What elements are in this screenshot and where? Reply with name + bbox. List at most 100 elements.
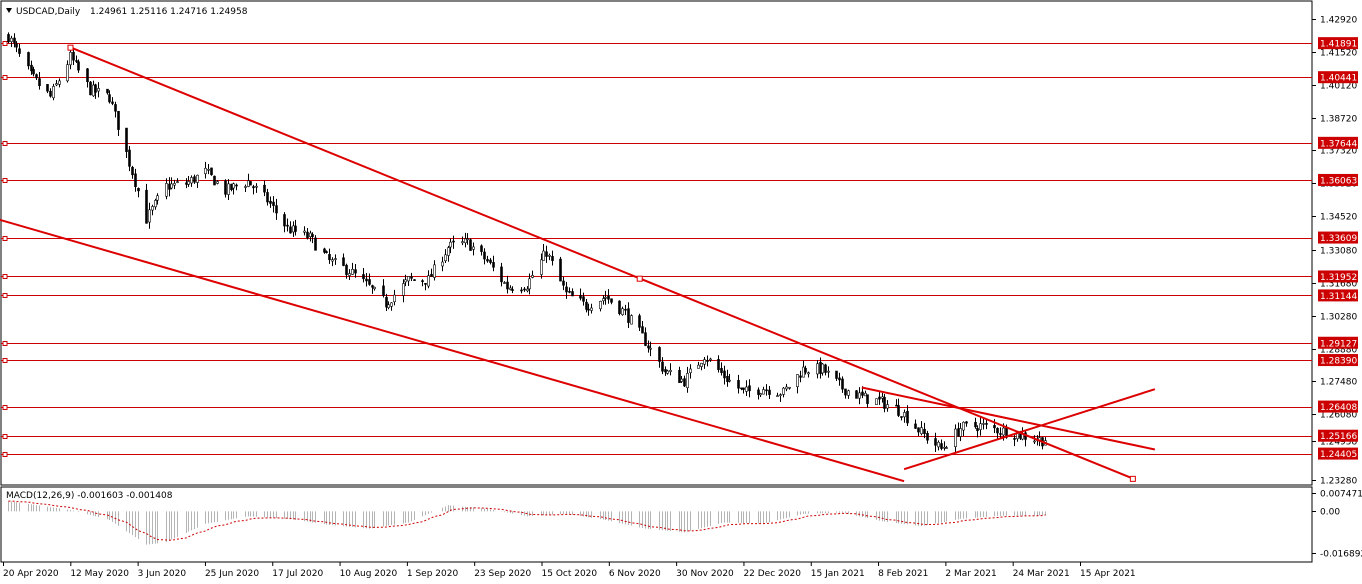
- candle-body: [858, 392, 861, 399]
- trend-handle-1: [636, 275, 643, 282]
- candle-body: [368, 279, 371, 285]
- candle-body: [841, 378, 844, 390]
- candle-body: [235, 184, 238, 187]
- candle-body: [46, 84, 49, 92]
- candle-body: [686, 373, 689, 389]
- price-axis[interactable]: 1.429201.415201.401201.387201.373201.359…: [1312, 16, 1358, 487]
- candle-body: [441, 261, 444, 267]
- candle-body: [230, 183, 233, 190]
- candle-body: [982, 423, 985, 425]
- candle-body: [799, 375, 802, 378]
- level-handle-0: [2, 41, 8, 46]
- candle-body: [433, 264, 436, 278]
- macd-pane[interactable]: MACD(12,26,9) -0.001603 -0.001408: [0, 486, 1313, 563]
- time-tick-label: 6 Nov 2020: [609, 569, 661, 579]
- time-tick-label: 15 Jan 2021: [811, 569, 865, 579]
- candle-body: [402, 283, 405, 296]
- candle-body: [466, 238, 469, 241]
- candle-body: [996, 427, 999, 434]
- macd-signal-line: [8, 500, 1046, 541]
- candle-body: [897, 405, 900, 416]
- level-price-tag: [1318, 136, 1358, 149]
- candle-body: [689, 368, 692, 374]
- level-price-tag: [1318, 354, 1358, 367]
- candle-body: [720, 368, 723, 373]
- time-tick-label: 1 Sep 2020: [407, 569, 459, 579]
- candle-body: [700, 362, 703, 367]
- candle-body: [134, 173, 137, 187]
- candle-body: [58, 80, 61, 85]
- triangle-down-icon[interactable]: [6, 8, 12, 13]
- candle-body: [86, 68, 89, 83]
- level-price-tag: [1318, 336, 1358, 349]
- candle-body: [283, 214, 286, 227]
- candle-body: [878, 396, 881, 400]
- candle-body: [244, 186, 247, 188]
- candle-body: [768, 389, 771, 395]
- candle-body: [503, 282, 506, 284]
- candle-body: [27, 52, 30, 67]
- ohlc-readout: 1.24961 1.25116 1.24716 1.24958: [90, 7, 248, 17]
- candle-body: [824, 364, 827, 373]
- candle-body: [807, 372, 810, 375]
- price-candles: [7, 32, 1047, 453]
- candle-body: [827, 370, 830, 373]
- candle-body: [914, 423, 917, 429]
- candle-body: [213, 175, 216, 186]
- candle-body: [387, 304, 390, 308]
- time-tick-label: 20 Apr 2020: [3, 569, 59, 579]
- candle-body: [331, 259, 334, 262]
- candle-body: [362, 274, 365, 280]
- candle-body: [137, 188, 140, 192]
- level-price-tag: [1318, 429, 1358, 442]
- time-tick-label: 2 Mar 2021: [945, 569, 996, 579]
- macd-axis[interactable]: 0.007471 0.00 -0.016892: [1312, 490, 1362, 560]
- candle-body: [965, 421, 968, 424]
- candle-body: [542, 250, 545, 261]
- candle-body: [779, 394, 782, 396]
- candle-body: [520, 289, 523, 292]
- candle-body: [390, 302, 393, 307]
- time-tick-label: 25 Jun 2020: [205, 569, 259, 579]
- candle-body: [232, 183, 235, 189]
- candle-body: [10, 37, 13, 42]
- candle-body: [723, 370, 726, 379]
- candle-body: [294, 225, 297, 232]
- candle-body: [117, 110, 120, 130]
- candle-body: [883, 397, 886, 409]
- candle-body: [92, 84, 95, 97]
- time-axis[interactable]: 20 Apr 2020 12 May 2020 3 Jun 2020 25 Jun 2…: [3, 562, 1136, 579]
- candle-body: [742, 387, 745, 390]
- candle-body: [354, 269, 357, 274]
- candle-body: [571, 291, 574, 297]
- candle-body: [765, 389, 768, 392]
- candle-body: [528, 278, 531, 290]
- candle-body: [649, 347, 652, 350]
- candle-body: [920, 427, 923, 435]
- macd-pane-border: [0, 486, 1313, 563]
- candle-body: [661, 361, 664, 372]
- candle-body: [568, 291, 571, 293]
- candle-body: [599, 300, 602, 310]
- price-tick-label: 1.38720: [1320, 115, 1357, 125]
- candle-body: [855, 390, 858, 399]
- candle-body: [697, 364, 700, 369]
- candle-body: [782, 387, 785, 395]
- candle-body: [447, 247, 450, 256]
- candle-body: [449, 241, 452, 248]
- level-price-tag-label: 1.25166: [1320, 432, 1357, 442]
- level-handle-2: [2, 141, 8, 146]
- candle-body: [170, 183, 173, 189]
- time-tick-label: 24 Mar 2021: [1013, 569, 1070, 579]
- candle-body: [709, 358, 712, 361]
- time-tick-label: 15 Apr 2021: [1080, 569, 1136, 579]
- level-price-tag: [1318, 270, 1358, 283]
- candle-body: [587, 308, 590, 311]
- price-pane[interactable]: USDCAD,Daily 1.24961 1.25116 1.24716 1.2…: [0, 0, 1313, 486]
- candle-body: [861, 391, 864, 396]
- candle-body: [796, 374, 799, 388]
- candle-body: [489, 259, 492, 263]
